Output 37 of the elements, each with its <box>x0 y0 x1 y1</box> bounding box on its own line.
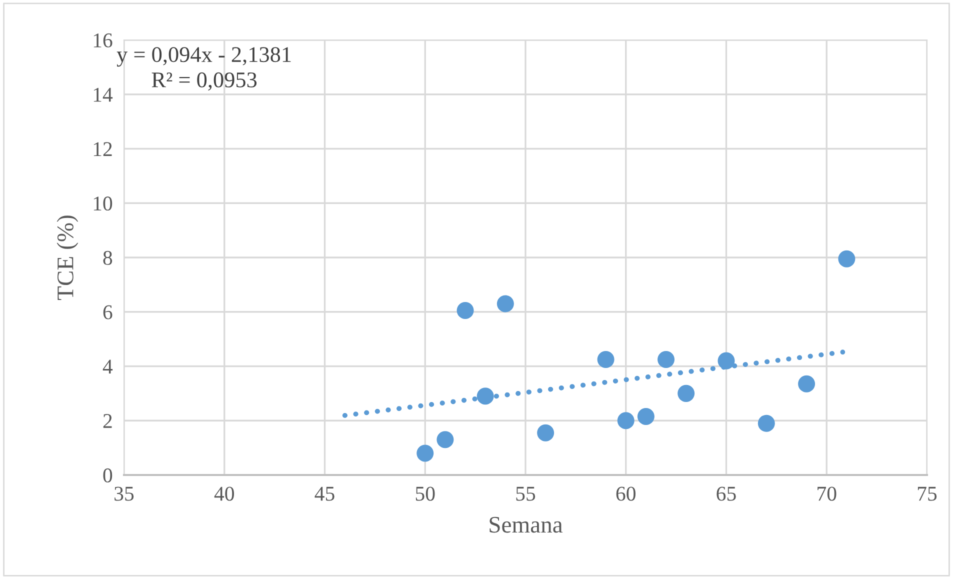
x-axis-title: Semana <box>490 516 563 533</box>
point <box>436 431 454 448</box>
point <box>637 408 654 426</box>
y-tick-label: 0 <box>103 468 112 482</box>
x-tick-label: 55 <box>516 486 536 501</box>
point <box>658 350 675 368</box>
point <box>597 350 614 368</box>
point <box>718 352 735 370</box>
x-tick-label: 70 <box>818 486 836 501</box>
y-tick-label: 12 <box>94 142 112 156</box>
point <box>758 414 775 432</box>
y-tick-label: 14 <box>94 88 113 102</box>
point <box>456 302 474 320</box>
point <box>416 444 434 462</box>
x-tick-label: 45 <box>314 486 334 501</box>
y-tick-label: 16 <box>94 33 112 48</box>
y-tick-label: 6 <box>103 305 112 320</box>
point <box>617 412 634 430</box>
point <box>476 388 494 405</box>
point <box>537 424 554 442</box>
x-tick-label: 65 <box>716 486 736 501</box>
y-tick-label: 2 <box>103 414 112 428</box>
point <box>496 295 514 312</box>
y-tick-label: 10 <box>94 196 112 211</box>
point <box>798 375 816 392</box>
x-tick-label: 35 <box>114 486 134 501</box>
x-tick-label: 75 <box>918 486 937 501</box>
annotation: R² = 0,0953 <box>152 72 257 91</box>
point <box>838 250 856 268</box>
x-tick-label: 60 <box>616 486 636 501</box>
point <box>678 384 695 402</box>
y-tick-label: 8 <box>103 250 112 265</box>
y-axis-title: TCE (%) <box>56 216 78 300</box>
annotation: y = 0,094x - 2,1381 <box>116 47 291 67</box>
y-tick-label: 4 <box>102 360 113 374</box>
x-tick-label: 50 <box>416 486 435 501</box>
x-tick-label: 40 <box>214 486 234 501</box>
